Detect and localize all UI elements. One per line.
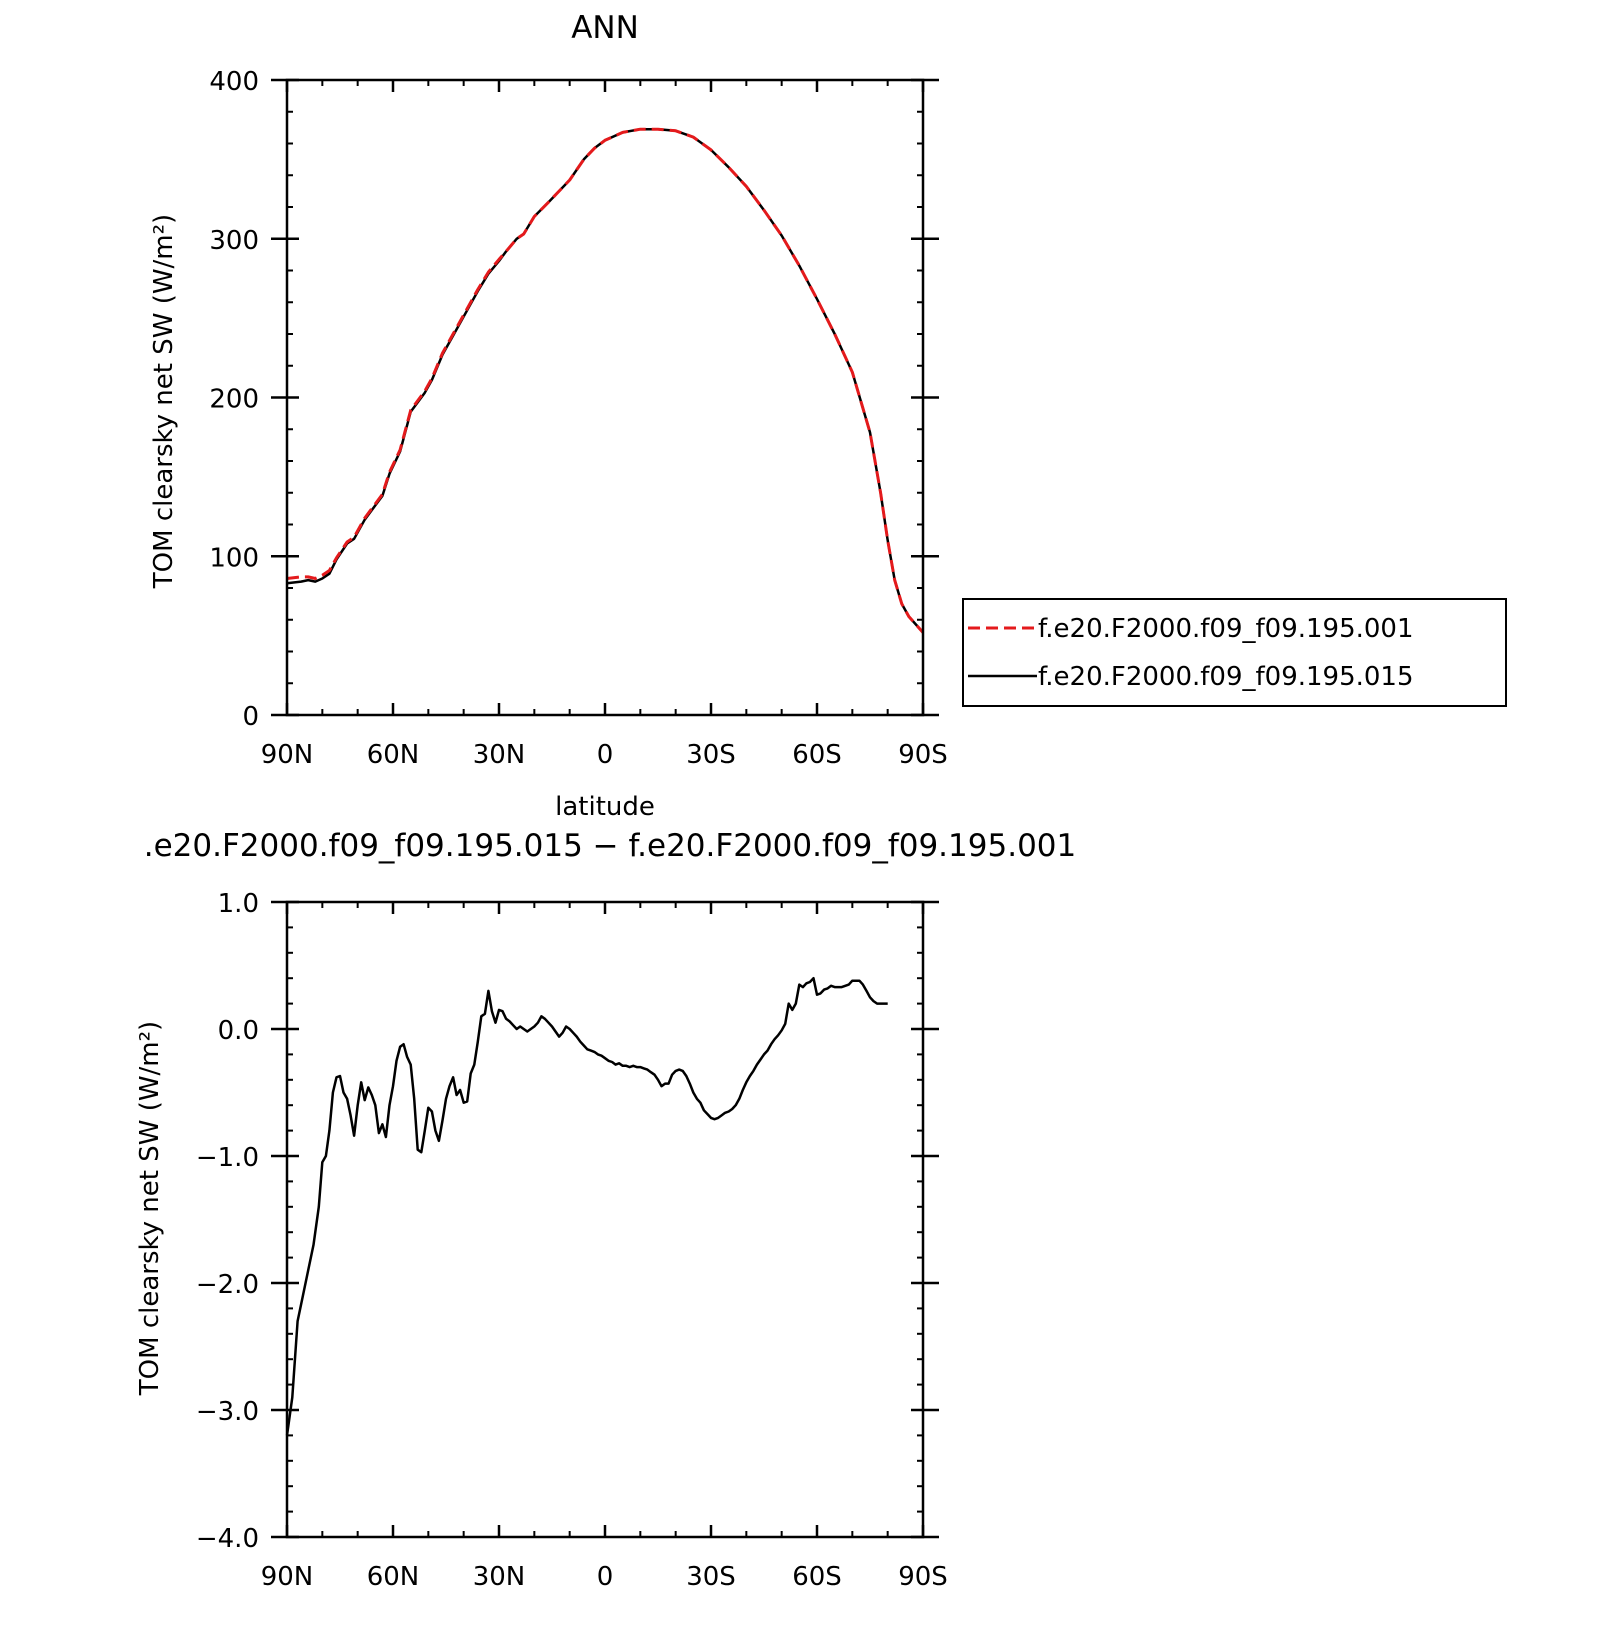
top-x-tick-label: 30N [473,740,526,770]
legend-label-015: f.e20.F2000.f09_f09.195.015 [1038,662,1414,692]
legend-label-001: f.e20.F2000.f09_f09.195.001 [1038,614,1414,644]
bottom-y-tick-label: −4.0 [196,1524,259,1554]
bottom-y-tick-label: −1.0 [196,1143,259,1173]
bottom-series-line-0 [285,976,888,1436]
legend: f.e20.F2000.f09_f09.195.001 f.e20.F2000.… [962,598,1507,707]
bottom-x-tick-label: 0 [597,1562,614,1592]
bottom-y-tick-label: 0.0 [218,1016,259,1046]
top-x-tick-label: 60N [367,740,420,770]
bottom-chart-title: .e20.F2000.f09_f09.195.015 − f.e20.F2000… [144,828,1076,864]
top-tick-labels: 90N 60N 30N 0 30S 60S 90S 400 300 200 100 0 [209,67,947,770]
bottom-panel: .e20.F2000.f09_f09.195.015 − f.e20.F2000… [135,828,1076,1592]
bottom-x-tick-label: 60N [367,1562,420,1592]
top-y-tick-label: 100 [209,543,259,573]
bottom-y-tick-label: −3.0 [196,1397,259,1427]
bottom-x-tick-label: 30S [686,1562,736,1592]
bottom-axis-ticks [271,900,939,1539]
top-series-line-0 [286,127,925,634]
bottom-y-tick-label: −2.0 [196,1270,259,1300]
top-y-tick-label: 400 [209,67,259,97]
bottom-plot-frame [285,900,925,1539]
bottom-x-tick-label: 90S [898,1562,948,1592]
bottom-tick-labels: 90N 60N 30N 0 30S 60S 90S 1.0 0.0 −1.0 −2.0 −3.0 −4.… [196,889,948,1592]
top-x-tick-label: 30S [686,740,736,770]
top-chart-title: ANN [571,10,639,46]
bottom-x-tick-label: 30N [473,1562,526,1592]
top-y-axis-label: TOM clearsky net SW (W/m²) [149,214,179,589]
top-panel: ANN TOM clearsky net SW (W/m²) latitude … [149,10,1507,822]
top-y-tick-label: 200 [209,385,259,415]
top-x-tick-label: 90N [261,740,314,770]
bottom-y-axis-label: TOM clearsky net SW (W/m²) [135,1021,165,1396]
top-x-tick-label: 90S [898,740,948,770]
top-y-tick-label: 0 [242,702,259,732]
bottom-series-group [285,976,888,1436]
bottom-x-tick-label: 90N [261,1562,314,1592]
bottom-x-tick-label: 60S [792,1562,842,1592]
top-x-tick-label: 60S [792,740,842,770]
legend-box [962,598,1507,707]
top-x-axis-label: latitude [555,792,655,822]
top-y-tick-label: 300 [209,226,259,256]
top-series-group [286,127,925,634]
top-x-tick-label: 0 [597,740,614,770]
top-axis-ticks [271,78,939,717]
bottom-y-tick-label: 1.0 [218,889,259,919]
top-series-line-1 [286,127,924,634]
top-plot-frame [285,78,925,717]
